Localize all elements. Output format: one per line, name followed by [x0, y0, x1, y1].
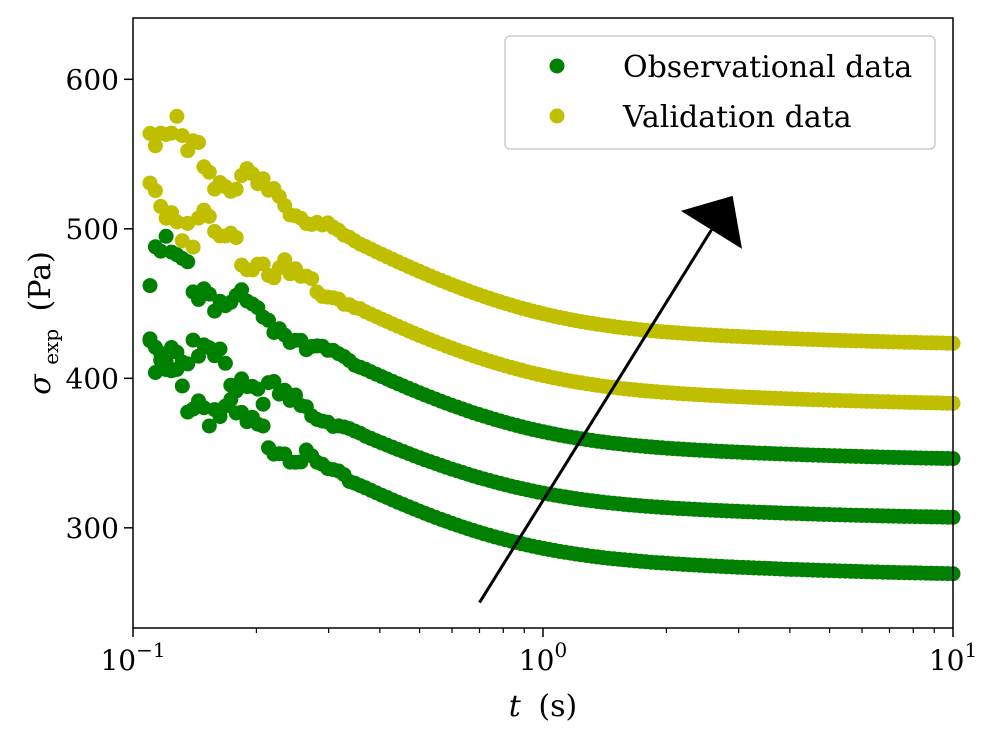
- legend-box: [504, 35, 936, 150]
- data-point: [201, 418, 217, 434]
- y-axis-label: σ exp (Pa): [23, 251, 66, 395]
- data-point: [266, 374, 282, 389]
- series-2: [142, 228, 961, 467]
- legend: Observational data Validation data: [504, 35, 936, 150]
- data-point: [255, 256, 271, 272]
- data-point: [185, 239, 201, 255]
- x-tick-label-1: 100: [519, 638, 567, 677]
- y-axis-ticks: 300 400 500 600: [66, 63, 133, 545]
- x-axis-label: t (s): [509, 689, 577, 724]
- data-point: [212, 341, 228, 357]
- data-point: [169, 108, 185, 124]
- legend-label-observational: Observational data: [623, 50, 912, 85]
- data-point: [180, 254, 196, 270]
- data-point: [255, 396, 271, 412]
- x-tick-label-0: 10−1: [100, 638, 165, 677]
- data-point: [147, 183, 163, 199]
- data-point: [217, 355, 233, 371]
- data-point: [234, 282, 250, 298]
- data-point: [201, 208, 217, 224]
- arrow-layer: [478, 195, 742, 604]
- y-tick-label-0: 300: [66, 512, 119, 545]
- data-point: [147, 138, 163, 154]
- x-axis-label-unit: (s): [538, 689, 577, 724]
- x-axis-label-var: t: [509, 689, 522, 724]
- data-point: [191, 348, 206, 364]
- data-point: [228, 181, 244, 197]
- arrow-shaft: [478, 229, 713, 604]
- y-tick-label-2: 500: [66, 213, 119, 246]
- data-point: [142, 125, 158, 141]
- x-tick-label-2: 101: [929, 638, 977, 677]
- data-point: [180, 356, 196, 372]
- y-axis-label-sub: exp: [39, 329, 63, 365]
- x-axis-ticks: 10−1 100 101: [100, 628, 977, 677]
- data-point: [255, 171, 271, 187]
- data-point: [158, 228, 174, 244]
- legend-marker-validation: [549, 108, 565, 124]
- y-tick-label-3: 600: [66, 63, 119, 96]
- series-3: [142, 175, 961, 411]
- data-point: [277, 252, 293, 268]
- y-axis-label-unit: (Pa): [23, 251, 58, 311]
- series-layer: [142, 108, 961, 582]
- series-0: [142, 333, 961, 582]
- data-point: [142, 278, 158, 294]
- data-point: [261, 312, 276, 328]
- data-point: [191, 134, 206, 150]
- data-point: [174, 233, 190, 249]
- data-point: [174, 378, 190, 394]
- data-point: [228, 230, 244, 246]
- data-point: [158, 354, 174, 369]
- series-1: [142, 331, 961, 525]
- data-point: [304, 271, 320, 287]
- data-point: [255, 418, 271, 434]
- series-4: [142, 108, 961, 351]
- legend-marker-observational: [549, 58, 565, 74]
- data-point: [153, 243, 169, 259]
- y-tick-label-1: 400: [66, 362, 119, 395]
- data-point: [201, 164, 217, 180]
- legend-label-validation: Validation data: [622, 100, 852, 135]
- data-point: [201, 286, 217, 302]
- y-axis-label-var: σ: [23, 373, 58, 395]
- arrow-head: [680, 195, 742, 249]
